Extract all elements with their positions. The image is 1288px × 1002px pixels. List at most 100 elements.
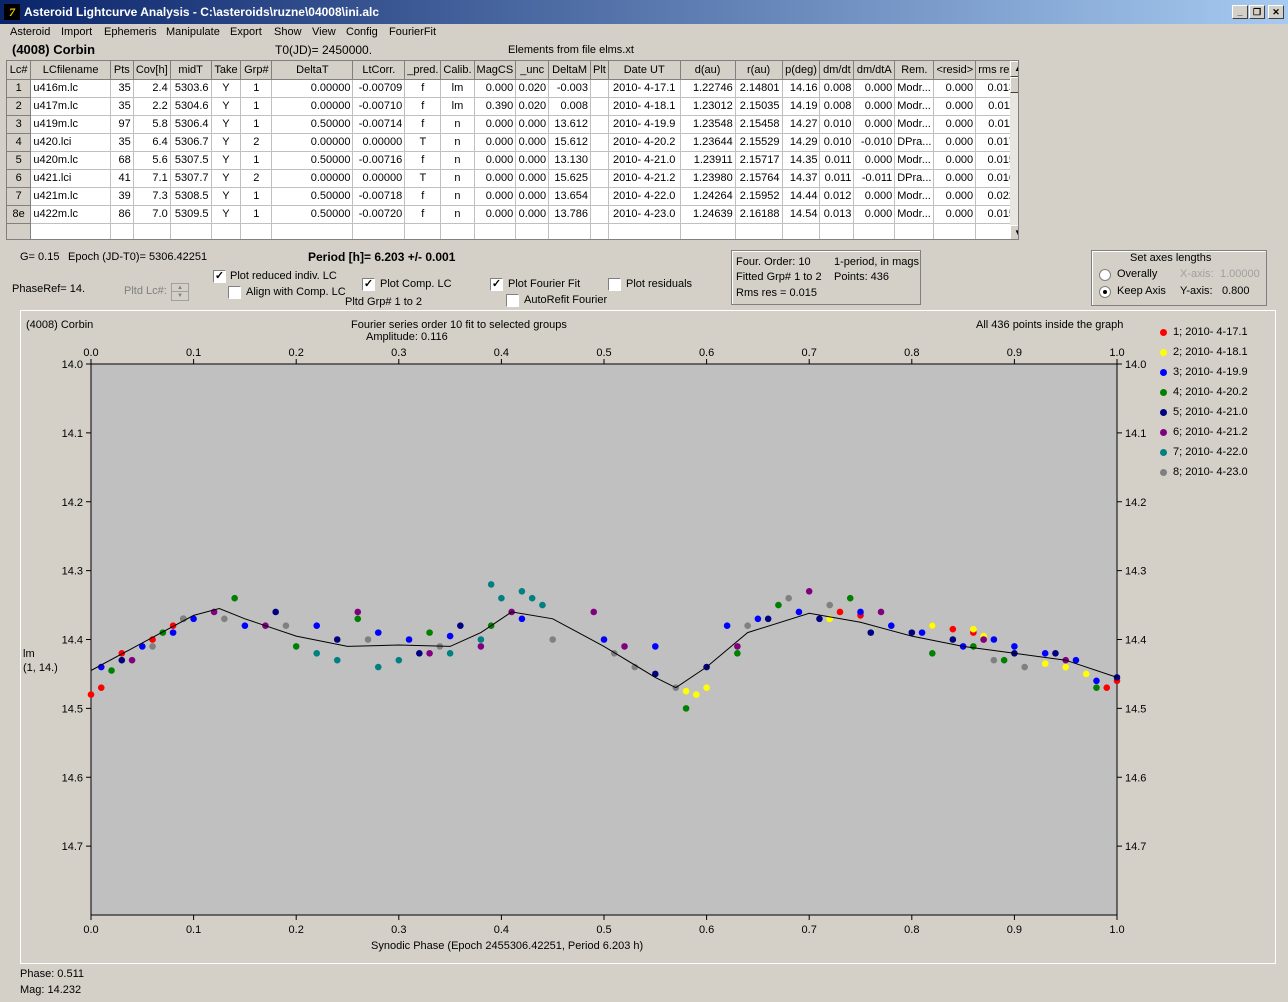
column-header[interactable]: DeltaM — [548, 61, 592, 80]
table-cell[interactable]: 39 — [110, 187, 134, 206]
table-cell[interactable]: 1.23980 — [680, 169, 736, 188]
table-cell[interactable]: 0.000 — [853, 187, 896, 206]
table-cell[interactable]: 14.29 — [782, 133, 821, 152]
column-header[interactable]: Cov[h] — [133, 61, 171, 80]
table-cell[interactable]: -0.011 — [853, 169, 896, 188]
table-cell[interactable]: 0.000 — [474, 169, 517, 188]
table-cell[interactable]: 2010- 4-21.2 — [608, 169, 681, 188]
table-cell[interactable]: n — [440, 151, 475, 170]
table-cell[interactable]: 13.654 — [548, 187, 592, 206]
table-cell[interactable]: 0.000 — [933, 133, 977, 152]
table-cell[interactable]: 2.4 — [133, 79, 171, 98]
table-cell[interactable]: 14.54 — [782, 205, 821, 224]
table-row[interactable]: 3 u419m.lc 97 5.8 5306.4 Y 1 0.50000 -0.00714 f n 0… — [7, 115, 1018, 134]
table-cell[interactable]: 2 — [240, 133, 273, 152]
table-cell[interactable]: u421m.lc — [30, 187, 111, 206]
table-cell[interactable]: T — [404, 133, 442, 152]
row-header[interactable]: 5 — [7, 151, 32, 170]
table-cell[interactable] — [608, 223, 681, 239]
table-cell[interactable]: 0.020 — [515, 97, 550, 116]
table-cell[interactable] — [590, 169, 609, 188]
table-row[interactable]: 5 u420m.lc 68 5.6 5307.5 Y 1 0.50000 -0.00716 f n 0… — [7, 151, 1018, 170]
row-header[interactable]: 4 — [7, 133, 32, 152]
table-cell[interactable]: 0.000 — [933, 169, 977, 188]
overally-radio[interactable] — [1099, 269, 1111, 281]
table-cell[interactable]: f — [404, 205, 442, 224]
table-cell[interactable] — [7, 223, 32, 239]
table-cell[interactable]: 0.000 — [933, 97, 977, 116]
table-cell[interactable]: 0.000 — [933, 79, 977, 98]
table-cell[interactable] — [590, 205, 609, 224]
table-cell[interactable]: 7.3 — [133, 187, 171, 206]
column-header[interactable]: d(au) — [680, 61, 736, 80]
scroll-up-button[interactable]: ▲ — [1010, 61, 1018, 77]
table-cell[interactable]: 0.000 — [933, 151, 977, 170]
table-cell[interactable]: 0.00000 — [271, 97, 354, 116]
table-cell[interactable]: 2.15529 — [735, 133, 783, 152]
table-cell[interactable]: 2010- 4-20.2 — [608, 133, 681, 152]
table-cell[interactable]: 0.015 — [975, 205, 1018, 224]
menu-show[interactable]: Show — [274, 26, 302, 38]
row-header[interactable]: 1 — [7, 79, 32, 98]
row-header[interactable]: 8e — [7, 205, 32, 224]
table-cell[interactable] — [680, 223, 736, 239]
table-cell[interactable]: 86 — [110, 205, 134, 224]
table-cell[interactable]: 35 — [110, 79, 134, 98]
column-header[interactable]: dm/dt — [819, 61, 855, 80]
table-cell[interactable]: 0.000 — [515, 205, 550, 224]
column-header[interactable]: Take — [211, 61, 242, 80]
table-cell[interactable]: Y — [211, 133, 242, 152]
table-cell[interactable]: 5306.4 — [170, 115, 212, 134]
table-cell[interactable]: 14.27 — [782, 115, 821, 134]
table-cell[interactable]: 2.15035 — [735, 97, 783, 116]
spin-up-icon[interactable]: ▲ — [172, 284, 188, 292]
table-cell[interactable]: Modr... — [894, 79, 935, 98]
table-cell[interactable]: 2.15764 — [735, 169, 783, 188]
table-cell[interactable] — [474, 223, 517, 239]
table-cell[interactable]: Y — [211, 97, 242, 116]
row-header[interactable]: 7 — [7, 187, 32, 206]
column-header[interactable]: Pts — [110, 61, 134, 80]
table-cell[interactable]: 5304.6 — [170, 97, 212, 116]
table-cell[interactable] — [352, 223, 406, 239]
table-cell[interactable]: 0.000 — [515, 187, 550, 206]
table-cell[interactable] — [515, 223, 550, 239]
table-cell[interactable] — [819, 223, 855, 239]
table-cell[interactable]: 0.022 — [975, 187, 1018, 206]
table-cell[interactable]: 2.14801 — [735, 79, 783, 98]
table-cell[interactable]: 0.000 — [933, 187, 977, 206]
table-cell[interactable]: -0.010 — [853, 133, 896, 152]
table-cell[interactable]: n — [440, 205, 475, 224]
table-cell[interactable]: -0.00716 — [352, 151, 406, 170]
table-cell[interactable]: 1.24639 — [680, 205, 736, 224]
comp-lc-checkbox[interactable]: ✓ — [362, 278, 375, 291]
table-cell[interactable]: 0.00000 — [271, 79, 354, 98]
table-cell[interactable]: lm — [440, 97, 475, 116]
align-checkbox[interactable] — [228, 286, 241, 299]
x-axis-value[interactable]: 1.00000 — [1220, 268, 1260, 280]
table-cell[interactable]: 0.011 — [819, 169, 855, 188]
table-cell[interactable]: 0.000 — [515, 115, 550, 134]
table-cell[interactable] — [782, 223, 821, 239]
column-header[interactable]: Lc# — [7, 61, 32, 80]
table-row[interactable]: 7 u421m.lc 39 7.3 5308.5 Y 1 0.50000 -0.00718 f n 0… — [7, 187, 1018, 206]
table-cell[interactable]: 1.22746 — [680, 79, 736, 98]
row-header[interactable]: 6 — [7, 169, 32, 188]
residuals-checkbox[interactable] — [608, 278, 621, 291]
table-cell[interactable] — [240, 223, 273, 239]
table-cell[interactable]: u421.lci — [30, 169, 111, 188]
reduced-lc-checkbox[interactable]: ✓ — [213, 270, 226, 283]
table-cell[interactable]: 5303.6 — [170, 79, 212, 98]
plotted-lc-spinner[interactable]: ▲ ▼ — [171, 283, 189, 301]
table-cell[interactable]: n — [440, 169, 475, 188]
table-cell[interactable]: 0.000 — [933, 115, 977, 134]
table-cell[interactable] — [590, 223, 609, 239]
table-cell[interactable]: Y — [211, 205, 242, 224]
table-cell[interactable]: -0.00709 — [352, 79, 406, 98]
table-cell[interactable]: 0.017 — [975, 133, 1018, 152]
table-cell[interactable]: 14.37 — [782, 169, 821, 188]
table-cell[interactable] — [933, 223, 977, 239]
table-cell[interactable]: 35 — [110, 97, 134, 116]
table-cell[interactable]: f — [404, 115, 442, 134]
